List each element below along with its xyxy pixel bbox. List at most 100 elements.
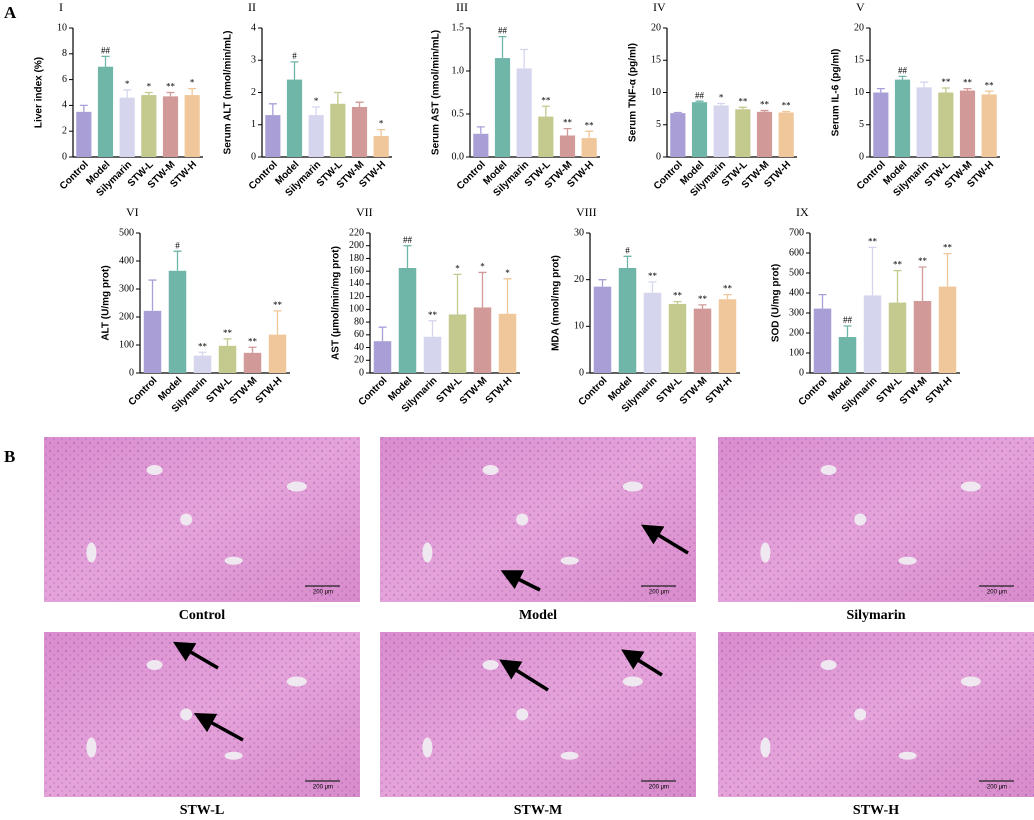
bar: [670, 113, 686, 157]
y-tick-label: 100: [789, 347, 804, 358]
bar: [516, 68, 532, 157]
error-bar: [943, 252, 952, 287]
significance-label: **: [985, 80, 995, 90]
vessel: [854, 708, 867, 721]
arrow: [621, 649, 663, 677]
y-axis-label: Liver index (%): [34, 57, 45, 128]
significance-label: **: [963, 78, 973, 88]
error-bar: [378, 326, 387, 342]
error-bar: [478, 271, 487, 308]
bar: [894, 79, 911, 157]
y-tick-label: 0: [799, 367, 804, 378]
y-tick-label: 15: [854, 55, 864, 66]
error-bar: [673, 111, 682, 114]
y-tick-label: 40: [354, 342, 364, 353]
significance-label: *: [125, 79, 130, 89]
vessel: [482, 660, 499, 670]
vessel: [86, 737, 97, 758]
significance-label: **: [738, 96, 748, 106]
error-bar: [698, 304, 707, 309]
bar: [448, 314, 467, 373]
x-tick-label: STW-M: [458, 375, 490, 407]
y-tick-label: 400: [789, 287, 804, 298]
significance-label: *: [480, 262, 485, 272]
significance-label: ##: [843, 315, 853, 325]
histology-image: 200 μm: [380, 632, 696, 797]
y-tick-label: 1.5: [452, 22, 465, 33]
bar: [718, 299, 737, 373]
y-tick-label: 0: [359, 367, 364, 378]
significance-label: ##: [403, 235, 413, 245]
y-tick-label: 6: [62, 74, 67, 85]
histology-image: 200 μm: [718, 437, 1034, 602]
arrow: [499, 659, 549, 692]
error-bar: [843, 325, 852, 337]
error-bar: [312, 106, 321, 116]
error-bar: [717, 102, 726, 106]
error-bar: [673, 300, 682, 304]
bar: [713, 105, 729, 157]
histology-label: Silymarin: [846, 608, 905, 623]
y-tick-label: 10: [651, 87, 661, 98]
tissue-texture: [380, 632, 696, 797]
error-bar: [166, 91, 175, 97]
y-tick-label: 5: [656, 119, 661, 130]
histology-label: STW-L: [180, 803, 225, 818]
bar: [143, 310, 162, 373]
x-tick-label: STW-H: [484, 375, 515, 406]
bar: [938, 92, 954, 157]
y-axis-label: AST (μmol/min/mg prot): [331, 246, 342, 360]
error-bar: [738, 106, 747, 110]
y-tick-label: 700: [789, 227, 804, 238]
vessel: [422, 542, 433, 563]
y-tick-label: 20: [854, 22, 864, 33]
y-tick-label: 200: [119, 311, 134, 322]
y-tick-label: 120: [349, 291, 364, 302]
bar: [938, 286, 957, 373]
chart-title: VII: [356, 205, 373, 219]
error-bar: [377, 128, 386, 137]
vessel: [146, 465, 163, 475]
bar: [265, 115, 281, 157]
y-tick-label: 0: [251, 151, 256, 162]
error-bar: [79, 104, 88, 112]
y-tick-label: 10: [574, 321, 584, 332]
y-axis-label: SOD (U/mg prot): [771, 264, 782, 342]
y-tick-label: 500: [119, 227, 134, 238]
bar: [981, 94, 997, 157]
y-tick-label: 1.0: [452, 65, 465, 76]
x-tick-label: STW-H: [924, 375, 955, 406]
vessel: [422, 737, 433, 758]
x-tick-label: Control: [652, 159, 685, 192]
y-tick-label: 0: [62, 151, 67, 162]
tissue-texture: [718, 632, 1034, 797]
y-tick-label: 200: [349, 240, 364, 251]
significance-label: **: [223, 328, 233, 338]
chart-title: III: [456, 0, 468, 14]
significance-label: **: [541, 95, 551, 105]
y-axis-label: MDA (nmol/mg prot): [551, 255, 562, 351]
bar: [398, 268, 417, 373]
histology-image: 200 μm: [44, 437, 360, 602]
y-tick-label: 15: [651, 55, 661, 66]
vessel: [820, 465, 837, 475]
arrow: [500, 570, 541, 592]
x-tick-label: STW-H: [704, 375, 735, 406]
significance-label: **: [760, 100, 770, 110]
y-tick-label: 4: [62, 100, 67, 111]
y-tick-label: 1: [251, 119, 256, 130]
histology-label: STW-H: [853, 803, 899, 818]
bar: [373, 341, 392, 373]
y-axis-label: Serum TNF-α (pg/ml): [628, 43, 639, 142]
significance-label: #: [175, 240, 180, 250]
error-bar: [941, 87, 950, 93]
scale-bar-label: 200 μm: [313, 590, 333, 596]
error-bar: [563, 127, 572, 136]
bar: [593, 286, 612, 373]
x-tick-label: STW-H: [254, 375, 285, 406]
y-axis-label: Serum ALT (nmol/min/mL): [223, 31, 234, 155]
bar: [888, 302, 907, 373]
y-tick-label: 0.0: [452, 151, 465, 162]
y-tick-label: 8: [62, 48, 67, 59]
error-bar: [333, 91, 342, 104]
